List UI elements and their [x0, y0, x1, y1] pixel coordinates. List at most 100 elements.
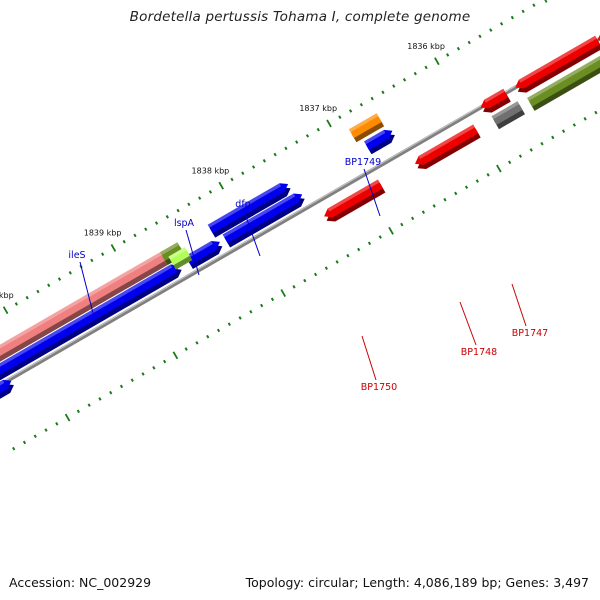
gene-label[interactable]: dfp: [235, 199, 250, 210]
minor-tick: [413, 71, 417, 76]
tick-label: 1837 kbp: [299, 104, 337, 113]
cds-BP1749-blue[interactable]: [364, 129, 395, 155]
minor-tick: [12, 446, 16, 451]
minor-tick: [208, 190, 213, 194]
cds-gray[interactable]: [491, 101, 526, 130]
minor-tick: [230, 177, 234, 182]
minor-tick: [216, 328, 221, 333]
gene-label[interactable]: BP1750: [361, 382, 397, 393]
minor-tick: [303, 278, 307, 283]
cds-ileS-upper[interactable]: [0, 252, 168, 372]
minor-tick: [464, 185, 469, 190]
minor-tick: [529, 148, 533, 152]
minor-tick: [141, 372, 145, 376]
minor-tick: [90, 258, 94, 263]
minor-tick: [76, 409, 80, 414]
cds-small-lower[interactable]: [0, 379, 14, 401]
major-tick: [388, 226, 394, 235]
major-tick: [64, 413, 71, 422]
cds-dfp-lower[interactable]: [222, 193, 305, 248]
cds-lspA-lower[interactable]: [185, 241, 223, 269]
minor-tick: [475, 179, 479, 183]
minor-tick: [249, 309, 253, 314]
minor-tick: [273, 152, 277, 157]
minor-tick: [335, 260, 339, 264]
accession-text: Accession: NC_002929: [9, 575, 152, 590]
minor-tick: [295, 140, 299, 144]
minor-tick: [176, 208, 180, 213]
cds-BP1748[interactable]: [415, 124, 481, 170]
minor-tick: [521, 9, 525, 14]
gene-label[interactable]: BP1748: [461, 347, 497, 358]
minor-tick: [486, 172, 490, 177]
minor-tick: [421, 210, 426, 214]
minor-tick: [109, 390, 113, 395]
gene-leader-line: [511, 283, 527, 327]
gene-label[interactable]: lspA: [174, 218, 195, 229]
major-tick: [2, 306, 9, 315]
major-tick: [218, 181, 225, 190]
cds-lime-upper[interactable]: [168, 247, 193, 270]
tick-label: 1840 kbp: [0, 291, 14, 300]
minor-tick: [561, 129, 566, 134]
tick-label: 1836 kbp: [407, 42, 445, 51]
cds-red-edge[interactable]: [597, 21, 600, 45]
minor-tick: [270, 297, 275, 302]
minor-tick: [443, 197, 447, 202]
major-tick: [434, 57, 440, 66]
cds-red-right[interactable]: [515, 35, 600, 93]
minor-tick: [57, 277, 62, 281]
minor-tick: [68, 271, 72, 275]
minor-tick: [133, 233, 137, 238]
major-tick: [280, 289, 287, 297]
minor-tick: [14, 302, 18, 306]
minor-tick: [33, 434, 37, 439]
minor-tick: [195, 341, 199, 345]
minor-tick: [402, 78, 407, 82]
minor-tick: [378, 235, 382, 239]
minor-tick: [489, 28, 493, 32]
cds-BP1747-small[interactable]: [480, 88, 511, 113]
minor-tick: [98, 397, 102, 401]
cds-olive-right[interactable]: [527, 48, 600, 111]
lower-tick-row: [12, 110, 598, 451]
minor-tick: [348, 109, 353, 113]
cds-ileS-lower[interactable]: [0, 264, 182, 387]
major-tick: [496, 164, 502, 173]
cds-BP1749-orange[interactable]: [348, 113, 385, 143]
minor-tick: [87, 403, 91, 407]
minor-tick: [316, 127, 320, 132]
minor-tick: [381, 90, 385, 95]
cds-BP1750[interactable]: [324, 179, 386, 222]
minor-tick: [467, 40, 471, 45]
gene-label[interactable]: BP1747: [512, 328, 548, 339]
minor-tick: [241, 171, 245, 176]
minor-tick: [101, 252, 105, 256]
gene-label[interactable]: BP1749: [345, 157, 381, 168]
minor-tick: [583, 116, 587, 121]
minor-tick: [454, 191, 458, 196]
minor-tick: [44, 428, 48, 432]
gene-leader-line: [459, 301, 477, 346]
minor-tick: [206, 334, 210, 339]
cds-blue-upper[interactable]: [207, 183, 291, 238]
minor-tick: [510, 15, 514, 20]
major-tick: [544, 0, 548, 3]
minor-tick: [292, 285, 296, 289]
gene-leader-line: [185, 229, 200, 276]
gene-label[interactable]: ileS: [68, 250, 85, 261]
minor-tick: [55, 421, 59, 426]
minor-tick: [165, 215, 169, 219]
map-title: Bordetella pertussis Tohama I, complete …: [129, 9, 471, 25]
minor-tick: [122, 239, 126, 244]
minor-tick: [540, 141, 544, 146]
tick-label: 1839 kbp: [84, 229, 122, 238]
minor-tick: [392, 84, 396, 88]
minor-tick: [532, 3, 536, 7]
minor-tick: [25, 295, 29, 300]
minor-tick: [313, 272, 318, 277]
gene-leader-line: [363, 168, 381, 217]
minor-tick: [518, 154, 523, 158]
minor-tick: [22, 440, 27, 445]
minor-tick: [227, 322, 231, 326]
